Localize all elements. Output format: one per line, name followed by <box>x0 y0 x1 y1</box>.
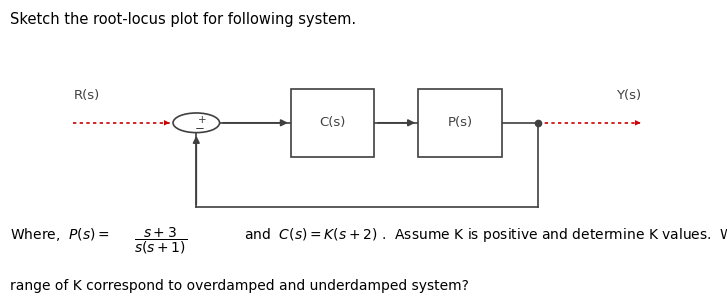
Bar <box>418 89 502 157</box>
Text: R(s): R(s) <box>74 89 100 102</box>
Text: −: − <box>194 122 204 135</box>
Text: Sketch the root-locus plot for following system.: Sketch the root-locus plot for following… <box>10 12 356 27</box>
Text: Where,  $P(s)=$: Where, $P(s)=$ <box>10 226 110 243</box>
Text: C(s): C(s) <box>319 116 346 129</box>
Text: $\dfrac{s+3}{s(s+1)}$: $\dfrac{s+3}{s(s+1)}$ <box>134 226 188 256</box>
Text: range of K correspond to overdamped and underdamped system?: range of K correspond to overdamped and … <box>10 279 469 293</box>
Text: and  $C(s) = K(s+2)$ .  Assume K is positive and determine K values.  What: and $C(s) = K(s+2)$ . Assume K is positi… <box>244 226 727 244</box>
Text: Y(s): Y(s) <box>616 89 641 102</box>
Bar <box>291 89 374 157</box>
Text: +: + <box>198 115 206 125</box>
Text: P(s): P(s) <box>447 116 473 129</box>
